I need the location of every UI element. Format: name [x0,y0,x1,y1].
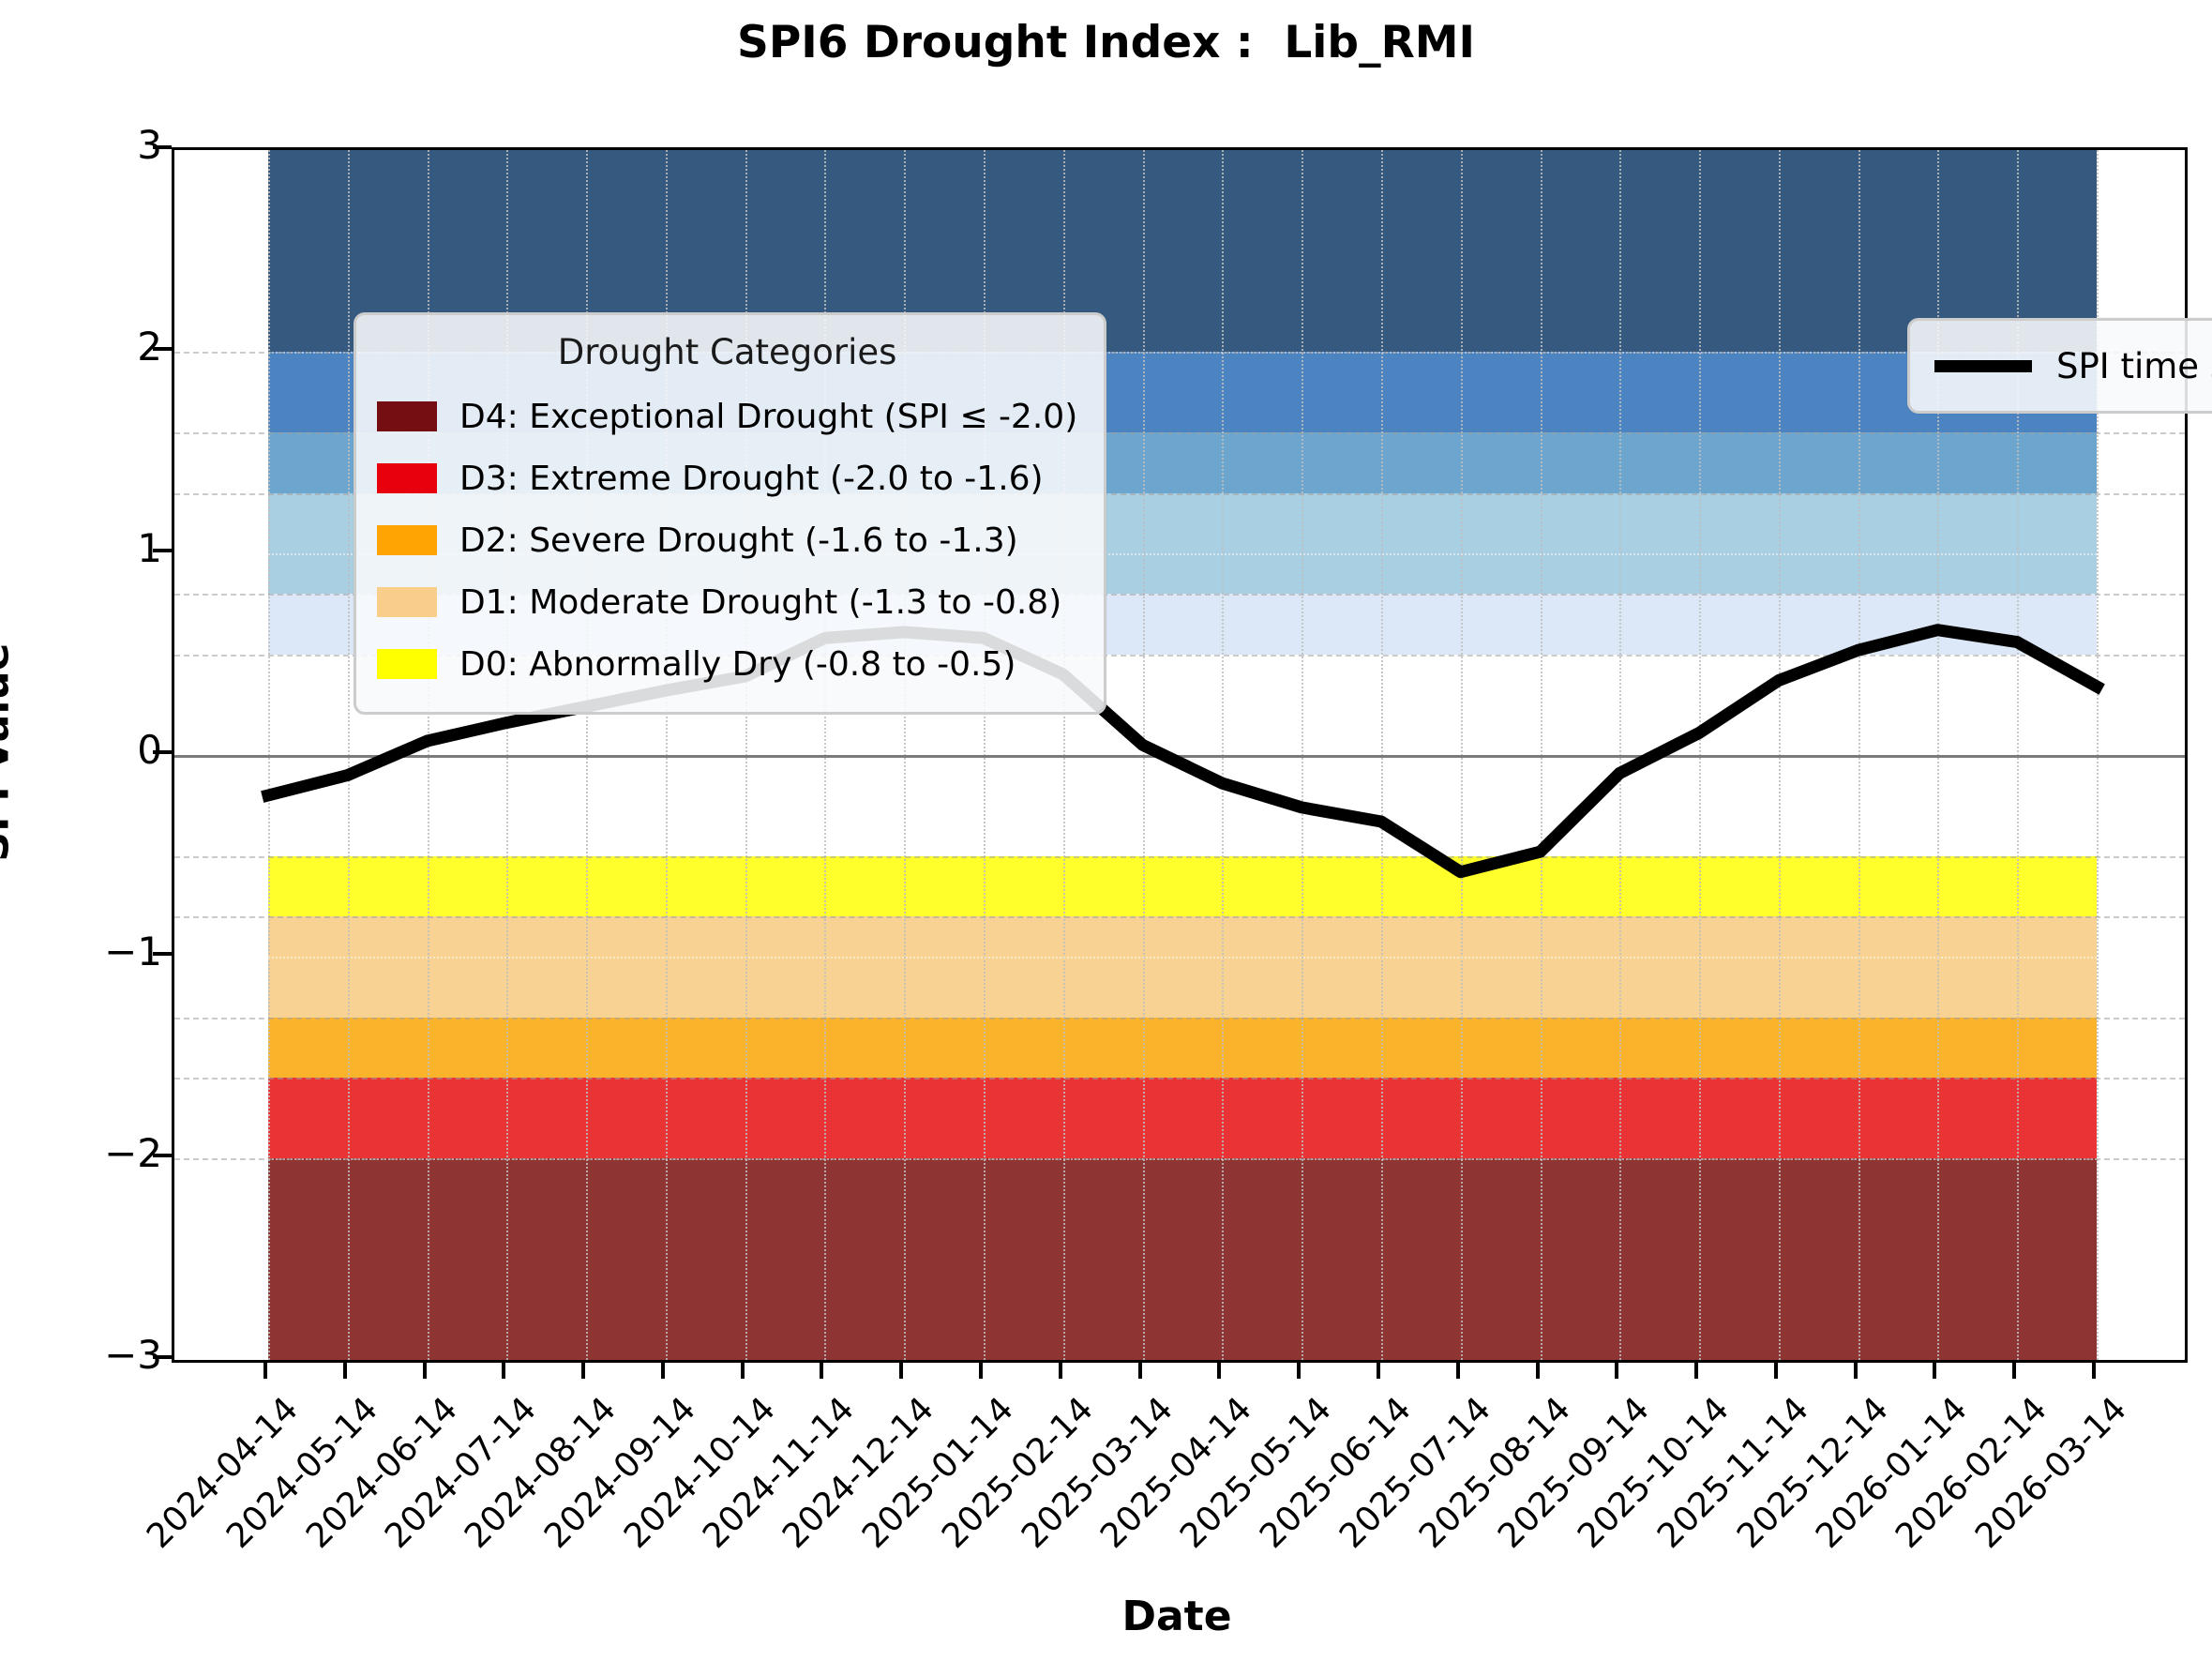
x-tick-mark [1933,1360,1937,1379]
x-tick-mark [1773,1360,1778,1379]
x-tick-mark [2012,1360,2017,1379]
x-tick-mark [1615,1360,1619,1379]
legend-title: Drought Categories [557,332,897,372]
y-tick-mark [153,549,172,552]
y-tick-label: −2 [104,1130,162,1176]
x-tick-mark [899,1360,904,1379]
legend-item-label: D0: Abnormally Dry (-0.8 to -0.5) [459,644,1016,684]
integer-gridline [268,553,2097,555]
x-axis-label: Date [1121,1593,1232,1640]
y-tick-label: −1 [104,929,162,974]
x-tick-mark [581,1360,586,1379]
legend-swatch [377,649,437,679]
x-tick-mark [1376,1360,1380,1379]
legend-item-label: D2: Severe Drought (-1.6 to -1.3) [459,521,1018,560]
legend-item-0: D4: Exceptional Drought (SPI ≤ -2.0) [377,385,1077,447]
chart-title: SPI6 Drought Index : Lib_RMI [736,17,1476,68]
x-tick-mark [422,1360,427,1379]
legend-line-swatch [1934,359,2032,372]
x-tick-mark [979,1360,984,1379]
x-tick-mark [342,1360,347,1379]
plot-area: Drought Categories D4: Exceptional Droug… [172,147,2212,1363]
legend-swatch [377,401,437,431]
band-D3-extreme-drought [268,1078,2097,1158]
boundary-gridline [174,352,2185,354]
boundary-gridline [174,492,2185,495]
x-tick-mark [820,1360,824,1379]
boundary-gridline [174,1017,2185,1019]
y-tick-label: 2 [137,324,162,370]
y-tick-mark [153,750,172,754]
y-tick-label: 0 [137,727,162,773]
band-D4-exceptional-drought [268,1158,2097,1360]
x-tick-mark [1058,1360,1062,1379]
x-tick-mark [1455,1360,1460,1379]
x-tick-mark [1853,1360,1858,1379]
x-tick-mark [1217,1360,1222,1379]
boundary-gridline [174,916,2185,918]
legend-swatch [377,463,437,493]
legend-drought-categories: Drought Categories D4: Exceptional Droug… [354,312,1107,715]
legend-item-label: D4: Exceptional Drought (SPI ≤ -2.0) [459,397,1078,436]
legend-swatch [377,587,437,617]
y-tick-label: 3 [137,122,162,168]
legend-series-label: SPI time series [2056,345,2212,386]
x-tick-mark [263,1360,267,1379]
y-tick-label: −3 [104,1332,162,1378]
legend-item-label: D1: Moderate Drought (-1.3 to -0.8) [459,582,1062,622]
x-tick-mark [660,1360,665,1379]
y-tick-label: 1 [137,525,162,571]
legend-item-2: D2: Severe Drought (-1.6 to -1.3) [377,509,1077,571]
y-axis-label: SPI Value [0,642,19,862]
y-tick-mark [153,1154,172,1157]
band-D1-moderate-drought [268,916,2097,1018]
x-tick-mark [1137,1360,1142,1379]
boundary-gridline [174,855,2185,858]
y-tick-mark [153,347,172,351]
y-tick-mark [153,1355,172,1359]
legend-swatch [377,525,437,555]
x-tick-mark [1297,1360,1302,1379]
y-tick-mark [153,952,172,956]
band-D2-severe-drought [268,1017,2097,1078]
boundary-gridline [174,594,2185,596]
integer-gridline [268,957,2097,959]
legend-spi-series: SPI time series [1907,318,2212,414]
x-tick-mark [1535,1360,1540,1379]
legend-item-4: D0: Abnormally Dry (-0.8 to -0.5) [377,633,1077,695]
y-tick-mark [153,145,172,149]
band-D0-abnormally-dry [268,855,2097,916]
boundary-gridline [174,1158,2185,1160]
boundary-gridline [174,1078,2185,1080]
x-tick-mark [2092,1360,2096,1379]
boundary-gridline [174,432,2185,434]
legend-item-1: D3: Extreme Drought (-2.0 to -1.6) [377,447,1077,509]
x-tick-mark [1694,1360,1699,1379]
x-tick-mark [740,1360,745,1379]
boundary-gridline [174,654,2185,657]
x-tick-mark [502,1360,506,1379]
legend-item-3: D1: Moderate Drought (-1.3 to -0.8) [377,571,1077,633]
legend-item-label: D3: Extreme Drought (-2.0 to -1.6) [459,459,1044,498]
